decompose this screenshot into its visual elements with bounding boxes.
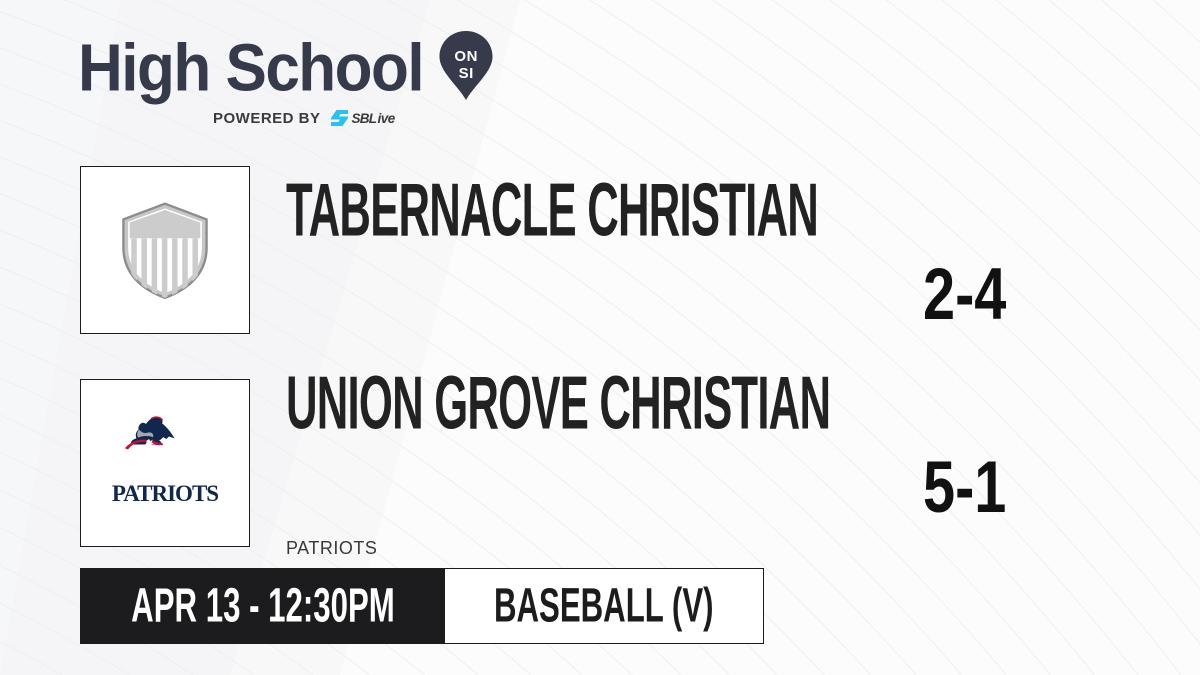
svg-text:PATRIOTS: PATRIOTS	[112, 481, 218, 506]
svg-text:SBL: SBL	[351, 111, 376, 126]
svg-text:ive: ive	[377, 111, 395, 126]
